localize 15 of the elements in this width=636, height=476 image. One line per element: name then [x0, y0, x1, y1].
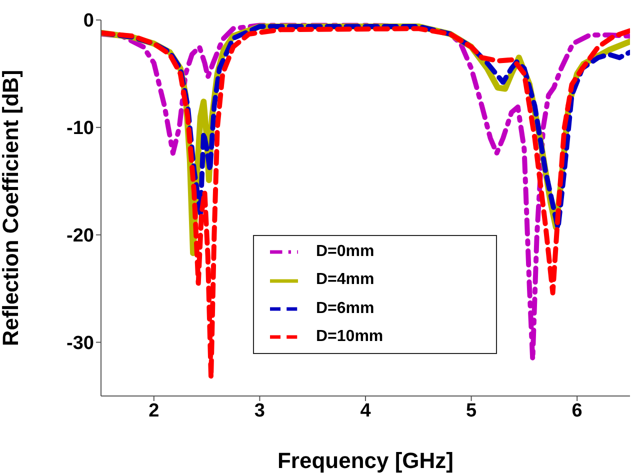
- x-axis-title: Frequency [GHz]: [277, 448, 454, 473]
- y-tick-label: 0: [83, 10, 94, 32]
- x-tick-label: 4: [360, 400, 372, 422]
- x-tick-label: 3: [254, 400, 265, 422]
- legend-label: D=0mm: [316, 243, 374, 260]
- y-tick-label: -30: [66, 333, 94, 354]
- x-tick-label: 2: [148, 400, 160, 422]
- legend-label: D=4mm: [316, 271, 374, 288]
- y-tick-label: -20: [66, 226, 94, 247]
- x-tick-label: 5: [466, 400, 478, 422]
- y-axis-title: Reflection Coefficient [dB]: [0, 70, 23, 346]
- y-tick-label: -10: [66, 118, 94, 140]
- x-tick-label: 6: [572, 400, 582, 422]
- legend-label: D=10mm: [316, 328, 384, 345]
- legend-label: D=6mm: [316, 300, 374, 317]
